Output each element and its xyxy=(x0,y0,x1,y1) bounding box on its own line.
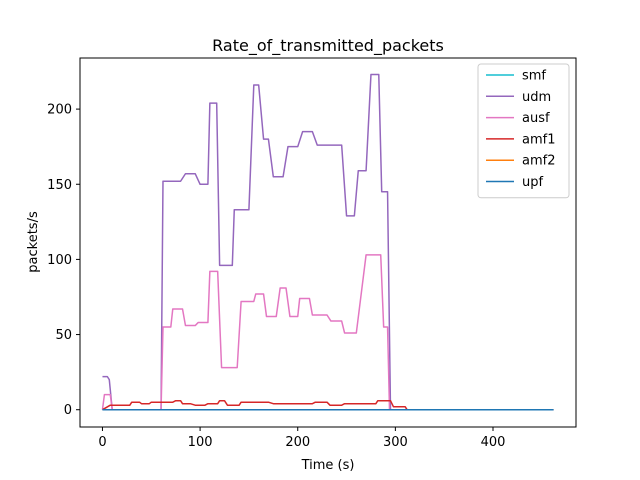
y-tick-label: 0 xyxy=(64,403,72,418)
legend-label-upf: upf xyxy=(522,175,543,190)
x-tick-label: 300 xyxy=(383,435,408,450)
legend-label-smf: smf xyxy=(522,69,546,84)
legend-label-amf1: amf1 xyxy=(522,132,555,147)
y-tick-label: 100 xyxy=(47,253,72,268)
y-axis-label: packets/s xyxy=(26,211,41,273)
legend: smf udm ausf amf1 amf2 upf xyxy=(478,64,569,198)
chart-title: Rate_of_transmitted_packets xyxy=(212,36,444,56)
x-tick-label: 400 xyxy=(481,435,506,450)
legend-label-amf2: amf2 xyxy=(522,154,555,169)
x-tick-label: 100 xyxy=(188,435,213,450)
legend-label-udm: udm xyxy=(522,90,551,105)
x-tick-label: 200 xyxy=(285,435,310,450)
legend-label-ausf: ausf xyxy=(522,111,550,126)
y-tick-label: 50 xyxy=(55,328,72,343)
x-axis-label: Time (s) xyxy=(301,458,355,473)
y-tick-label: 200 xyxy=(47,103,72,118)
x-tick-label: 0 xyxy=(98,435,106,450)
y-tick-label: 150 xyxy=(47,178,72,193)
